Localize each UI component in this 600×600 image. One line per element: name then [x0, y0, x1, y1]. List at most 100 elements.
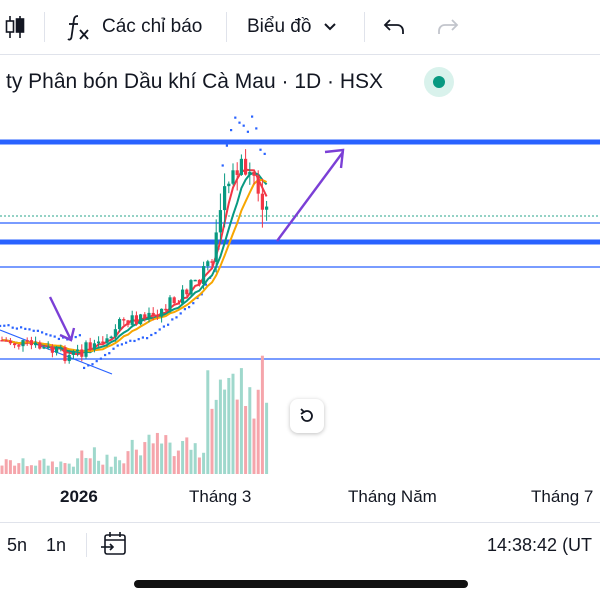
candle-body — [197, 279, 201, 285]
candle-body — [155, 315, 159, 317]
volume-bar — [248, 387, 252, 474]
sar-dot — [28, 328, 31, 331]
moving-average-line — [1, 179, 268, 353]
volume-bar — [122, 463, 126, 474]
volume-bar — [160, 443, 164, 474]
volume-bar — [126, 451, 130, 474]
volume-bar — [101, 464, 105, 474]
candle-body — [97, 341, 101, 344]
toolbar-separator — [44, 12, 45, 42]
volume-bar — [113, 456, 117, 474]
candle-body — [71, 351, 75, 355]
annotation-arrow[interactable] — [276, 148, 345, 242]
sar-dot — [11, 326, 14, 329]
volume-bar — [235, 399, 239, 474]
sar-dot — [238, 121, 241, 124]
sar-dot — [167, 323, 170, 326]
candle-body — [239, 158, 243, 175]
chart-toolbar: Các chỉ báo Biểu đồ — [0, 0, 600, 55]
parabolic-sar — [0, 115, 266, 370]
time-axis[interactable]: 2026 Tháng 3 Tháng Năm Tháng 7 — [0, 482, 600, 512]
candle-body — [151, 312, 155, 316]
undo-button[interactable] — [382, 0, 406, 54]
volume-bar — [76, 458, 80, 474]
price-chart[interactable] — [0, 108, 600, 480]
volume-bar — [260, 355, 264, 474]
volume-bar — [134, 449, 138, 474]
volume-bar — [38, 460, 42, 474]
candle-body — [181, 289, 185, 304]
candle-body — [13, 343, 17, 346]
time-axis-label: Tháng 3 — [189, 487, 252, 506]
candle-body — [164, 308, 168, 311]
candle-body — [218, 210, 222, 233]
volume-bar — [206, 370, 210, 474]
volume-bar — [21, 458, 25, 474]
volume-bar — [71, 466, 75, 474]
candle-body — [130, 315, 134, 325]
indicators-button[interactable]: Các chỉ báo — [66, 0, 202, 54]
sar-dot — [49, 334, 52, 337]
sar-dot — [53, 335, 56, 338]
candle-body — [118, 319, 122, 330]
sar-dot — [0, 324, 2, 328]
volume-bar — [181, 441, 185, 474]
range-button-5y[interactable]: 5n — [7, 535, 28, 555]
range-button-1y[interactable]: 1n — [46, 535, 67, 555]
volume-bar — [189, 449, 193, 474]
symbol-header: ty Phân bón Dầu khí Cà Mau · 1D · HSX — [0, 58, 600, 108]
sar-dot — [200, 293, 203, 296]
volume-bar — [202, 452, 206, 474]
sar-dot — [263, 152, 266, 155]
chart-type-label: Biểu đồ — [247, 16, 312, 37]
candle-body — [122, 319, 126, 321]
candle-body — [8, 340, 12, 344]
volume-bar — [214, 399, 218, 474]
market-status-indicator[interactable] — [424, 67, 454, 97]
candle-body — [244, 158, 248, 175]
chart-style-button[interactable] — [4, 0, 26, 54]
sar-dot — [74, 335, 77, 339]
volume-bar — [176, 450, 180, 474]
candle-body — [143, 314, 147, 319]
candle-body — [76, 349, 80, 352]
sar-dot — [179, 312, 182, 315]
candle-body — [4, 340, 8, 342]
volume-bar — [84, 457, 88, 474]
annotation-arrow[interactable] — [48, 296, 76, 342]
candle-body — [42, 346, 46, 349]
redo-button[interactable] — [436, 0, 460, 54]
sar-dot — [192, 302, 195, 305]
go-to-date-button[interactable] — [100, 531, 128, 562]
redo-icon — [438, 19, 459, 34]
timezone-clock[interactable]: 14:38:42 (UT — [487, 535, 593, 555]
moving-average-line — [1, 168, 268, 356]
moving-averages — [1, 168, 268, 356]
sar-dot — [162, 325, 165, 328]
volume-bar — [50, 461, 54, 474]
sar-dot — [91, 363, 94, 366]
volume-bar — [105, 454, 109, 474]
volume-bar — [59, 461, 63, 474]
sar-dot — [204, 283, 207, 286]
chart-type-dropdown[interactable]: Biểu đồ — [247, 0, 337, 54]
candle-body — [38, 342, 42, 349]
reset-chart-button[interactable] — [290, 399, 324, 433]
sar-dot — [141, 336, 144, 339]
sar-dot — [146, 337, 149, 340]
candle-body — [235, 170, 239, 175]
volume-bar — [164, 435, 168, 474]
sar-dot — [150, 333, 153, 337]
volume-bar — [252, 418, 256, 474]
symbol-title[interactable]: ty Phân bón Dầu khí Cà Mau · 1D · HSX — [6, 70, 384, 93]
price-chart-canvas[interactable] — [0, 108, 600, 480]
volume-bar — [143, 442, 147, 474]
candle-body — [17, 345, 21, 347]
sar-dot — [7, 324, 10, 327]
candle-body — [223, 186, 227, 211]
sar-dot — [137, 338, 140, 341]
candle-body — [59, 347, 63, 349]
candle-body — [176, 303, 180, 305]
candle-body — [50, 346, 54, 353]
candlesticks — [0, 149, 269, 364]
